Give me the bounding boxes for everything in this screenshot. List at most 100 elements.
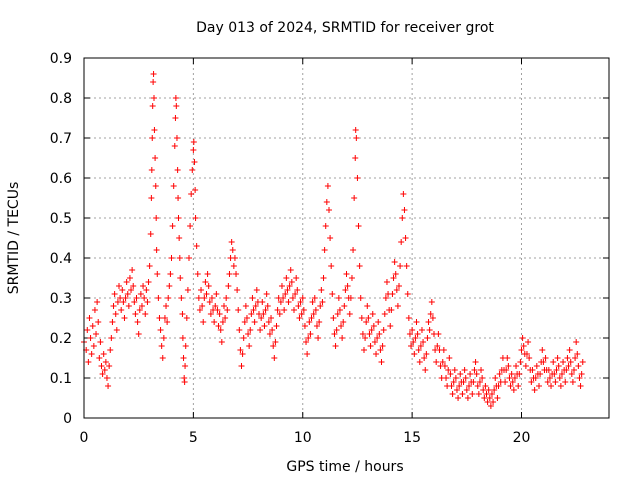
data-point [230, 263, 237, 269]
data-point [192, 215, 199, 221]
x-tick-label: 10 [294, 430, 312, 446]
data-point [99, 371, 106, 377]
data-point [175, 215, 182, 221]
data-point [310, 311, 317, 317]
data-point [544, 379, 551, 385]
data-point [121, 315, 128, 321]
data-point [332, 343, 339, 349]
data-point [338, 323, 345, 329]
data-point [328, 263, 335, 269]
y-tick-label: 0.3 [50, 291, 72, 307]
data-point [459, 391, 466, 397]
data-point [494, 395, 501, 401]
data-point [182, 363, 189, 369]
data-point [131, 299, 138, 305]
data-point [264, 303, 271, 309]
data-point [526, 355, 533, 361]
data-point [353, 135, 360, 141]
y-tick-label: 0.7 [50, 131, 72, 147]
data-point [245, 331, 252, 337]
data-point [344, 283, 351, 289]
data-point [370, 323, 377, 329]
data-point [234, 287, 241, 293]
data-point [303, 339, 310, 345]
data-point [188, 191, 195, 197]
data-point [178, 295, 185, 301]
data-point [226, 271, 233, 277]
data-point [398, 239, 405, 245]
data-point [85, 359, 92, 365]
data-point [551, 371, 558, 377]
data-point [266, 331, 273, 337]
data-point [113, 327, 120, 333]
data-point [90, 343, 97, 349]
data-point [475, 391, 482, 397]
data-point [359, 331, 366, 337]
data-point [553, 367, 560, 373]
data-point [151, 127, 158, 133]
x-axis-label: GPS time / hours [286, 459, 403, 475]
data-point [136, 307, 143, 313]
data-point [478, 367, 485, 373]
data-point [346, 311, 353, 317]
data-point [350, 247, 357, 253]
data-point [233, 271, 240, 277]
data-point [94, 299, 101, 305]
data-point [142, 311, 149, 317]
data-point [523, 351, 530, 357]
data-point [449, 391, 456, 397]
data-point [320, 275, 327, 281]
data-point [352, 127, 359, 133]
data-point [378, 359, 385, 365]
data-point [151, 95, 157, 101]
data-point [316, 319, 323, 325]
data-point [322, 223, 329, 229]
data-point [460, 379, 467, 385]
data-point [263, 291, 270, 297]
data-point [217, 327, 224, 333]
data-point [274, 307, 281, 313]
y-tick-label: 0.1 [50, 371, 72, 387]
data-point [297, 299, 304, 305]
data-point [463, 387, 470, 393]
data-point [335, 295, 342, 301]
data-point [298, 311, 305, 317]
data-point [376, 331, 383, 337]
data-point [301, 323, 308, 329]
data-point [200, 319, 207, 325]
data-point [411, 351, 418, 357]
data-point [564, 355, 571, 361]
data-point [257, 327, 264, 333]
data-point [285, 299, 292, 305]
data-point [207, 311, 214, 317]
data-point [563, 367, 570, 373]
data-point [181, 379, 188, 385]
data-point [453, 387, 460, 393]
data-point [381, 311, 388, 317]
data-point [105, 383, 112, 389]
data-point [107, 347, 114, 353]
y-tick-label: 0.8 [50, 91, 72, 107]
data-point [269, 327, 276, 333]
data-point [239, 351, 246, 357]
data-point [357, 295, 364, 301]
x-tick-label: 20 [513, 430, 531, 446]
data-point [262, 307, 269, 313]
data-point [192, 187, 199, 193]
data-point [273, 323, 280, 329]
data-point [351, 195, 358, 201]
data-point [571, 367, 577, 373]
data-point [410, 339, 417, 345]
data-point [161, 315, 168, 321]
data-point [225, 283, 232, 289]
data-point [504, 355, 511, 361]
data-point [391, 259, 398, 265]
data-point [356, 263, 363, 269]
data-point [277, 299, 284, 305]
data-point [366, 331, 373, 337]
data-point [529, 367, 536, 373]
data-point [186, 255, 192, 261]
data-point [554, 355, 561, 361]
data-point [373, 351, 380, 357]
